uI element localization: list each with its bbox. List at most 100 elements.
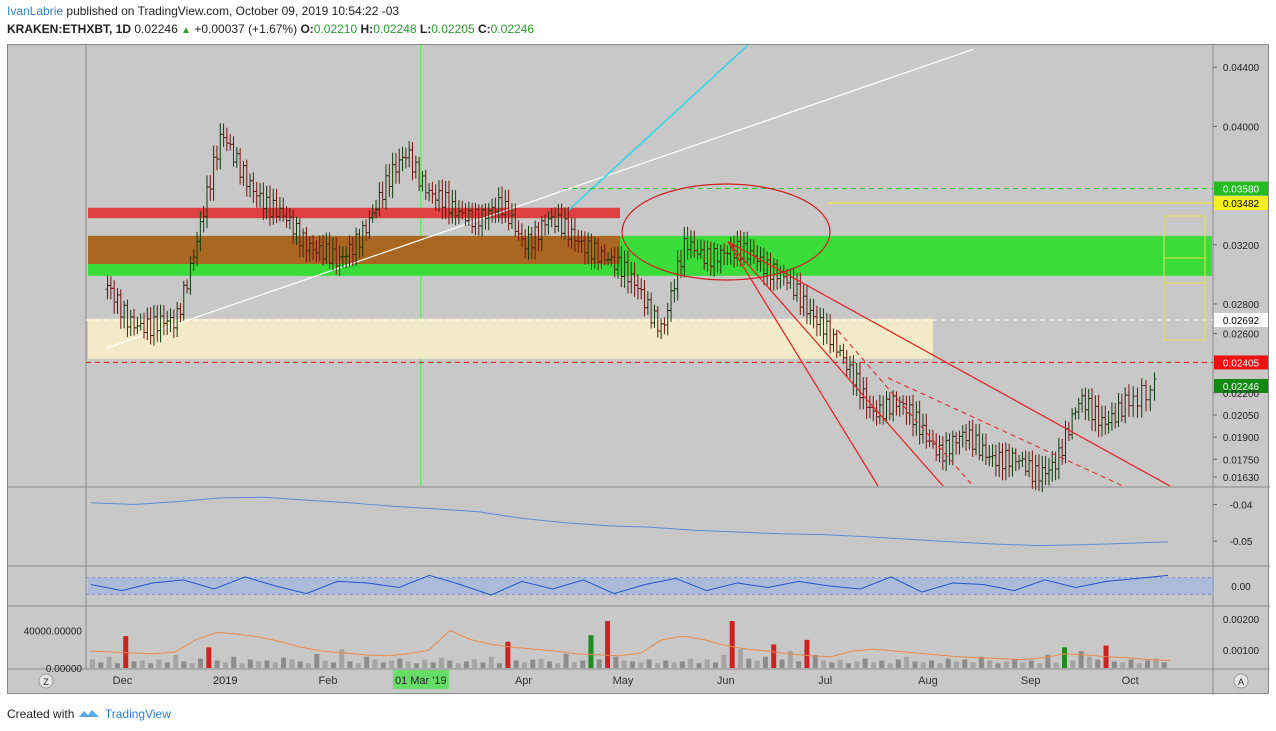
volume-bar bbox=[347, 661, 353, 668]
volume-bar bbox=[330, 662, 336, 668]
open-label: O: bbox=[300, 22, 314, 36]
red-dashed-fan-2 bbox=[887, 377, 1124, 487]
volume-bar bbox=[945, 658, 951, 668]
volume-bar bbox=[414, 663, 419, 668]
price-label-text: 0.03482 bbox=[1223, 199, 1260, 210]
chart-canvas[interactable]: 0.04400 0.04000 0.03580 0.03482 0.03200 0.028… bbox=[8, 45, 1270, 695]
volume-bar bbox=[447, 660, 453, 668]
volume-bar bbox=[1153, 658, 1159, 668]
close-value: 0.02246 bbox=[490, 22, 535, 36]
volume-bar bbox=[455, 663, 461, 668]
symbol-label[interactable]: KRAKEN:ETHXBT, 1D bbox=[7, 22, 132, 36]
volume-bar bbox=[355, 663, 361, 668]
red-dashed-fan-1 bbox=[837, 330, 974, 487]
volume-bar bbox=[854, 661, 860, 668]
author-link[interactable]: IvanLabrie bbox=[7, 4, 64, 18]
volume-bar bbox=[987, 660, 993, 668]
high-value: 0.02248 bbox=[373, 22, 417, 36]
volume-bar bbox=[962, 659, 968, 668]
zoom-button[interactable] bbox=[38, 673, 54, 689]
time-axis-label: Aug bbox=[918, 675, 938, 687]
time-axis-label: Apr bbox=[515, 675, 532, 687]
time-axis-label: Sep bbox=[1021, 675, 1041, 687]
auto-scale-button[interactable] bbox=[1233, 673, 1249, 689]
volume-bar bbox=[181, 661, 187, 668]
price-axis-label: 0.02200 bbox=[1223, 389, 1260, 400]
volume-bar bbox=[364, 656, 370, 668]
volume-bar bbox=[696, 663, 702, 668]
high-label: H: bbox=[360, 22, 374, 36]
low-value: 0.02205 bbox=[431, 22, 475, 36]
volume-bar bbox=[148, 663, 154, 668]
volume-bar bbox=[123, 636, 129, 668]
volume-bar bbox=[264, 660, 270, 668]
zone-red bbox=[88, 207, 620, 219]
volume-bar bbox=[1145, 660, 1151, 668]
volume-bar bbox=[546, 661, 552, 668]
price-label-text: 0.02405 bbox=[1223, 358, 1260, 369]
volume-bar bbox=[613, 656, 619, 668]
volume-bar bbox=[862, 658, 868, 668]
last-price: 0.02246 bbox=[134, 22, 178, 36]
volume-bar bbox=[771, 644, 777, 668]
volume-bar bbox=[173, 654, 179, 668]
volume-bar bbox=[189, 663, 195, 668]
volume-bar bbox=[995, 663, 1001, 668]
volume-bar bbox=[704, 659, 710, 668]
chart-frame[interactable]: 0.04400 0.04000 0.03580 0.03482 0.03200 0.028… bbox=[7, 44, 1270, 695]
price-label-badge bbox=[1214, 355, 1268, 370]
price-label-badge bbox=[1214, 196, 1268, 211]
volume-axis-label-right: 0.00200 bbox=[1223, 615, 1260, 626]
indicator1-line bbox=[90, 496, 1169, 547]
volume-bar bbox=[214, 660, 220, 668]
volume-bar bbox=[904, 656, 910, 668]
created-with-text: Created with bbox=[7, 707, 75, 721]
price-axis-label: 0.02050 bbox=[1223, 411, 1260, 422]
volume-bar bbox=[272, 662, 278, 668]
volume-bar bbox=[389, 660, 395, 668]
low-label: L: bbox=[419, 22, 432, 36]
projection-box bbox=[1163, 215, 1206, 341]
cyan-trend-line bbox=[567, 45, 749, 212]
volume-bar bbox=[970, 662, 976, 668]
volume-bar bbox=[1028, 660, 1034, 668]
zoom-button-label: Z bbox=[43, 677, 49, 687]
volume-bar bbox=[1053, 662, 1059, 668]
volume-bar bbox=[638, 662, 644, 668]
volume-bar bbox=[131, 661, 137, 668]
time-axis-label: Dec bbox=[113, 675, 133, 687]
time-axis-label: Feb bbox=[318, 675, 337, 687]
volume-bar bbox=[804, 639, 810, 668]
volume-bar bbox=[1161, 662, 1167, 668]
volume-bar bbox=[1111, 661, 1117, 668]
volume-bar bbox=[870, 662, 876, 668]
volume-bar bbox=[879, 660, 885, 668]
price-label-text: 0.03580 bbox=[1223, 185, 1260, 196]
volume-bar bbox=[139, 660, 145, 668]
footer: Created with TradingView bbox=[7, 706, 171, 722]
volume-bar bbox=[796, 661, 802, 668]
volume-bar bbox=[621, 660, 627, 668]
tradingview-logo-icon bbox=[78, 710, 99, 717]
date-cursor-badge bbox=[392, 670, 449, 689]
volume-bar bbox=[837, 659, 843, 668]
volume-bar bbox=[231, 656, 237, 668]
volume-bar bbox=[571, 662, 577, 668]
volume-bar bbox=[281, 657, 287, 668]
open-value: 0.02210 bbox=[313, 22, 358, 36]
volume-bar bbox=[1062, 647, 1067, 668]
volume-bar bbox=[563, 653, 569, 668]
volume-bar bbox=[538, 658, 544, 668]
volume-bar bbox=[895, 659, 901, 668]
volume-bar bbox=[954, 661, 959, 668]
volume-bar bbox=[405, 661, 411, 668]
volume-bar bbox=[580, 660, 586, 668]
tradingview-link[interactable]: TradingView bbox=[104, 707, 171, 721]
red-trend-line-main bbox=[727, 241, 1171, 487]
time-axis-label: May bbox=[613, 675, 634, 687]
volume-bar bbox=[422, 659, 428, 668]
volume-bar bbox=[164, 662, 170, 668]
volume-bar bbox=[1136, 663, 1142, 668]
volume-bar bbox=[90, 659, 95, 668]
volume-bar bbox=[488, 656, 494, 668]
